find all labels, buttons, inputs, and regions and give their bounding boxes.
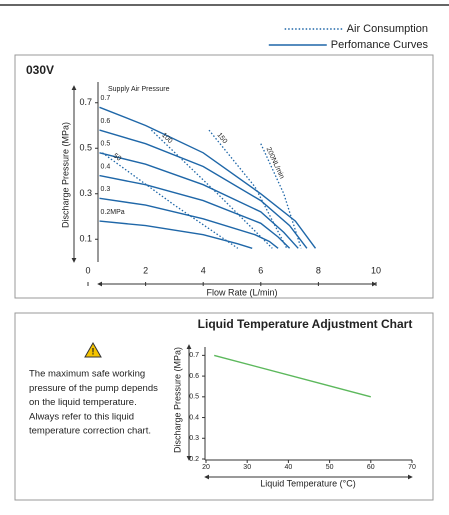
notice: The maximum safe working pressure of the … [29, 369, 158, 437]
series-label: 50 [112, 152, 123, 162]
x-tick-label: 60 [367, 464, 375, 471]
y-tick-label: 0.3 [189, 435, 199, 442]
series-label: 150 [215, 132, 228, 146]
series-line [99, 152, 299, 249]
series-label: 200NL/min [265, 146, 286, 180]
y-axis-label: Discharge Pressure (MPa) [172, 347, 182, 453]
x-tick-label: 10 [371, 265, 381, 275]
panel-title: 030V [26, 63, 54, 77]
series-line [150, 129, 273, 249]
y-tick-label: 0.5 [189, 394, 199, 401]
series-label: 100 [160, 132, 173, 145]
x-tick-label: 30 [243, 464, 251, 471]
x-axis-label: Liquid Temperature (°C) [260, 478, 355, 488]
chart-title: Liquid Temperature Adjustment Chart [198, 317, 413, 331]
y-tick-label: 0.7 [189, 352, 199, 359]
annotation: Supply Air Pressure [108, 86, 170, 93]
x-tick-label: 20 [202, 464, 210, 471]
series-label: 0.4 [101, 163, 111, 170]
warning-mark: ! [92, 346, 95, 356]
notice-line: temperature correction chart. [29, 426, 151, 437]
legend-label: Perfomance Curves [331, 39, 429, 51]
y-axis-label: Discharge Pressure (MPa) [60, 122, 70, 228]
series-line [208, 129, 288, 249]
y-tick-label: 0.7 [79, 97, 92, 107]
series-line [99, 106, 317, 249]
y-tick-label: 0.5 [79, 143, 92, 153]
x-tick-label: 70 [408, 464, 416, 471]
x-tick-label: 50 [326, 464, 334, 471]
series-label: 0.5 [101, 141, 111, 148]
y-tick-label: 0.4 [189, 414, 199, 421]
notice-line: The maximum safe working [29, 369, 145, 380]
y-tick-label: 0.6 [189, 373, 199, 380]
panel [14, 312, 434, 501]
series-line [99, 129, 308, 249]
x-tick-label: 2 [143, 265, 148, 275]
x-tick-label: 0 [85, 265, 90, 275]
series-label: 0.6 [101, 118, 111, 125]
x-tick-label: 4 [201, 265, 206, 275]
series-label: 0.3 [101, 186, 111, 193]
warning-icon [84, 341, 102, 358]
notice-line: Always refer to this liquid [29, 411, 134, 422]
series-label: 0.2MPa [101, 209, 125, 216]
x-tick-label: 8 [316, 265, 321, 275]
series-label: 0.7 [101, 95, 111, 102]
series-line [260, 143, 302, 249]
series-line [214, 354, 371, 398]
legend-label: Air Consumption [347, 23, 428, 35]
x-tick-label: 6 [258, 265, 263, 275]
notice-line: on the liquid temperature. [29, 397, 137, 408]
panel [14, 54, 434, 299]
series-line [99, 174, 291, 249]
series-line [99, 220, 253, 249]
x-axis-label: Flow Rate (L/min) [206, 287, 277, 297]
series-line [102, 152, 239, 249]
notice-line: pressure of the pump depends [29, 383, 158, 394]
y-tick-label: 0.3 [79, 188, 92, 198]
y-tick-label: 0.2 [189, 456, 199, 463]
y-tick-label: 0.1 [79, 234, 92, 244]
series-line [99, 197, 279, 249]
x-tick-label: 40 [285, 464, 293, 471]
